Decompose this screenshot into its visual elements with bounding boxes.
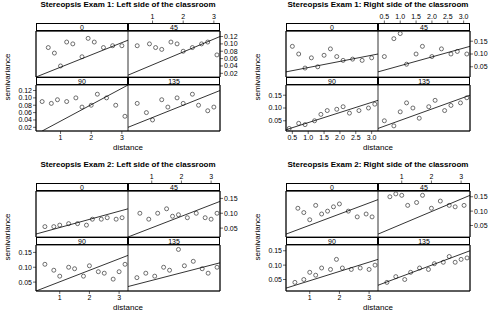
svg-text:2: 2 <box>179 173 183 180</box>
svg-text:semivariance: semivariance <box>8 213 12 261</box>
svg-text:1: 1 <box>400 173 404 180</box>
html-text:45: 45 <box>420 184 428 191</box>
html-text:distance: distance <box>113 303 143 312</box>
svg-text:3: 3 <box>120 134 124 141</box>
svg-text:0.02: 0.02 <box>18 124 32 131</box>
html-text:90: 90 <box>78 238 86 245</box>
svg-text:0.04: 0.04 <box>18 116 32 123</box>
svg-text:0.05: 0.05 <box>224 225 238 232</box>
svg-text:2: 2 <box>429 173 433 180</box>
svg-text:2.5: 2.5 <box>351 134 361 141</box>
html-text:Stereopsis Exam 2: Right side: Stereopsis Exam 2: Right side of the cla… <box>287 160 469 169</box>
svg-text:2: 2 <box>181 13 185 20</box>
html-text:90: 90 <box>78 78 86 85</box>
svg-text:semivariance: semivariance <box>253 213 262 261</box>
svg-text:0.02: 0.02 <box>224 70 238 77</box>
svg-text:2.0: 2.0 <box>335 134 345 141</box>
svg-text:0.05: 0.05 <box>268 276 282 283</box>
html-text:45: 45 <box>170 184 178 191</box>
svg-text:3.0: 3.0 <box>367 134 377 141</box>
svg-text:1: 1 <box>59 134 63 141</box>
svg-text:2: 2 <box>87 294 91 301</box>
svg-text:0.08: 0.08 <box>18 102 32 109</box>
svg-text:3.0: 3.0 <box>459 13 469 20</box>
html-text:0: 0 <box>80 184 84 191</box>
svg-text:0.12: 0.12 <box>18 87 32 94</box>
svg-text:0.10: 0.10 <box>224 40 238 47</box>
svg-text:0.10: 0.10 <box>268 262 282 269</box>
svg-text:1: 1 <box>151 13 155 20</box>
html-text:90: 90 <box>328 238 336 245</box>
html-text:45: 45 <box>170 24 178 31</box>
svg-text:0.10: 0.10 <box>268 104 282 111</box>
svg-text:2: 2 <box>89 134 93 141</box>
svg-text:0.10: 0.10 <box>224 210 238 217</box>
svg-text:1.0: 1.0 <box>303 134 313 141</box>
html-text:90: 90 <box>328 78 336 85</box>
svg-text:0.05: 0.05 <box>474 63 488 70</box>
svg-text:0.5: 0.5 <box>287 134 297 141</box>
html-text:Stereopsis Exam 1: Left side o: Stereopsis Exam 1: Left side of the clas… <box>40 0 216 9</box>
svg-text:0.04: 0.04 <box>224 62 238 69</box>
svg-text:0.15: 0.15 <box>268 247 282 254</box>
svg-text:semivariance: semivariance <box>253 53 262 101</box>
svg-text:1.0: 1.0 <box>395 13 405 20</box>
html-text:135: 135 <box>418 78 430 85</box>
html-text:45: 45 <box>420 24 428 31</box>
svg-text:0.10: 0.10 <box>18 264 32 271</box>
svg-text:1.5: 1.5 <box>319 134 329 141</box>
svg-text:1: 1 <box>58 294 62 301</box>
html-text:distance: distance <box>363 143 393 152</box>
svg-text:0.15: 0.15 <box>224 195 238 202</box>
svg-text:1.5: 1.5 <box>411 13 421 20</box>
svg-text:semivariance: semivariance <box>8 53 12 101</box>
svg-text:0.15: 0.15 <box>268 92 282 99</box>
html-text:0: 0 <box>330 184 334 191</box>
svg-text:3: 3 <box>209 173 213 180</box>
html-text:distance: distance <box>113 143 143 152</box>
svg-text:3: 3 <box>459 173 463 180</box>
svg-text:1: 1 <box>308 294 312 301</box>
svg-text:0.10: 0.10 <box>474 208 488 215</box>
svg-text:2.5: 2.5 <box>443 13 453 20</box>
html-text:135: 135 <box>418 238 430 245</box>
html-text:135: 135 <box>168 78 180 85</box>
svg-text:0.08: 0.08 <box>224 48 238 55</box>
svg-text:2: 2 <box>337 294 341 301</box>
svg-text:2.0: 2.0 <box>427 13 437 20</box>
html-text:Stereopsis Exam 1: Right side: Stereopsis Exam 1: Right side of the cla… <box>287 0 469 9</box>
html-text:0: 0 <box>330 24 334 31</box>
svg-text:0.5: 0.5 <box>379 13 389 20</box>
svg-text:3: 3 <box>367 294 371 301</box>
svg-text:0.05: 0.05 <box>18 279 32 286</box>
html-text:Stereopsis Exam 2: Left side o: Stereopsis Exam 2: Left side of the clas… <box>40 160 216 169</box>
svg-text:0.10: 0.10 <box>474 50 488 57</box>
svg-text:0.15: 0.15 <box>474 38 488 45</box>
svg-text:3: 3 <box>212 13 216 20</box>
svg-text:0.05: 0.05 <box>474 222 488 229</box>
svg-text:0.12: 0.12 <box>224 33 238 40</box>
svg-text:3: 3 <box>117 294 121 301</box>
svg-text:0.06: 0.06 <box>224 55 238 62</box>
svg-text:0.06: 0.06 <box>18 109 32 116</box>
svg-text:0.15: 0.15 <box>474 193 488 200</box>
svg-text:1: 1 <box>150 173 154 180</box>
html-text:distance: distance <box>363 303 393 312</box>
svg-text:0.05: 0.05 <box>268 117 282 124</box>
svg-text:0.10: 0.10 <box>18 94 32 101</box>
html-text:135: 135 <box>168 238 180 245</box>
svg-text:0.15: 0.15 <box>18 249 32 256</box>
html-text:0: 0 <box>80 24 84 31</box>
